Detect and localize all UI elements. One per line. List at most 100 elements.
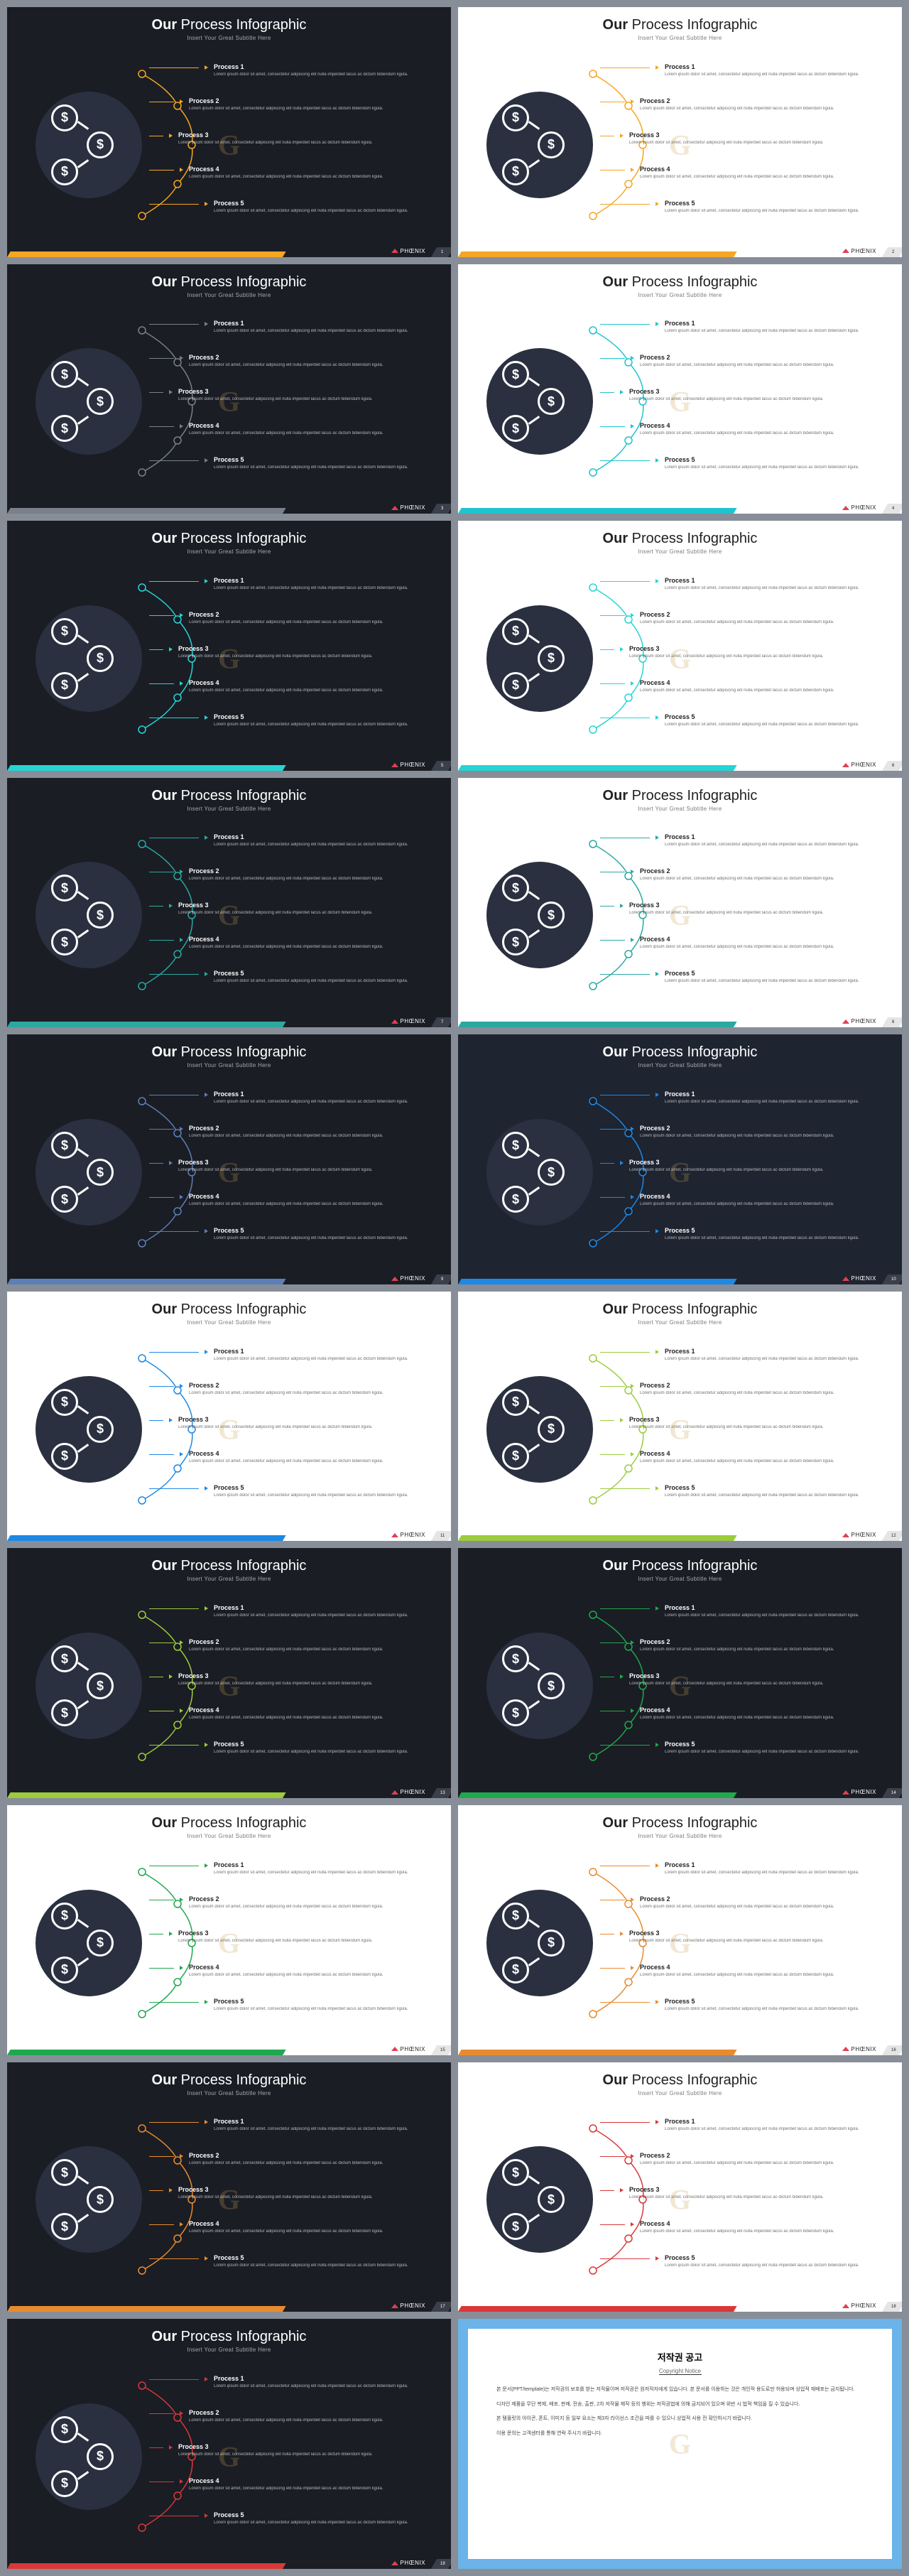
process-row: Process 5Lorem ipsum dolor sit amet, con… <box>149 713 432 727</box>
process-row: Process 1Lorem ipsum dolor sit amet, con… <box>600 63 883 77</box>
process-desc: Lorem ipsum dolor sit amet, consectetur … <box>640 2229 883 2234</box>
arrow-icon <box>631 168 634 172</box>
process-row: Process 3Lorem ipsum dolor sit amet, con… <box>149 131 432 146</box>
process-connector-line <box>600 2122 650 2123</box>
brand-icon <box>391 1790 398 1795</box>
process-title: Process 3 <box>178 388 432 395</box>
process-desc: Lorem ipsum dolor sit amet, consectetur … <box>665 1870 883 1876</box>
process-title: Process 1 <box>665 2118 883 2125</box>
process-desc: Lorem ipsum dolor sit amet, consectetur … <box>629 2195 883 2200</box>
accent-bar <box>458 1022 736 1027</box>
process-title: Process 3 <box>178 1672 432 1679</box>
process-desc: Lorem ipsum dolor sit amet, consectetur … <box>214 2520 432 2526</box>
process-desc: Lorem ipsum dolor sit amet, consectetur … <box>214 1749 432 1755</box>
process-row: Process 2Lorem ipsum dolor sit amet, con… <box>600 867 883 882</box>
notice-subtitle: Copyright Notice <box>496 2368 864 2374</box>
arc-node <box>589 1355 597 1362</box>
process-row: Process 2Lorem ipsum dolor sit amet, con… <box>600 97 883 112</box>
arrow-icon <box>180 99 183 104</box>
dollar-icon <box>502 104 529 131</box>
dollar-icon <box>51 1903 78 1930</box>
process-row: Process 2Lorem ipsum dolor sit amet, con… <box>149 354 432 368</box>
title-bold: Our <box>603 17 628 33</box>
process-row: Process 5Lorem ipsum dolor sit amet, con… <box>600 713 883 727</box>
process-desc: Lorem ipsum dolor sit amet, consectetur … <box>178 396 432 402</box>
arc-node <box>589 70 597 77</box>
process-title: Process 3 <box>629 1672 883 1679</box>
process-connector-line <box>149 2258 199 2259</box>
slide-body: Process 1Lorem ipsum dolor sit amet, con… <box>7 1848 451 2038</box>
process-row: Process 1Lorem ipsum dolor sit amet, con… <box>600 1861 883 1876</box>
arrow-icon <box>169 1161 173 1165</box>
process-desc: Lorem ipsum dolor sit amet, consectetur … <box>665 465 883 470</box>
process-desc: Lorem ipsum dolor sit amet, consectetur … <box>214 978 432 984</box>
process-row: Process 4Lorem ipsum dolor sit amet, con… <box>149 1706 432 1721</box>
process-desc: Lorem ipsum dolor sit amet, consectetur … <box>629 910 883 916</box>
process-desc: Lorem ipsum dolor sit amet, consectetur … <box>665 1235 883 1241</box>
slide-title: Our Process Infographic <box>458 531 902 547</box>
process-connector-line <box>600 1608 650 1609</box>
slide-title: Our Process Infographic <box>458 1558 902 1574</box>
arrow-icon <box>205 2377 208 2381</box>
slide-footer: PHŒNIX1 <box>7 243 451 257</box>
copyright-notice-slide: 저작권 공고Copyright Notice본 문서(PPT/template)… <box>458 2319 902 2569</box>
process-row: Process 1Lorem ipsum dolor sit amet, con… <box>149 1861 432 1876</box>
process-row: Process 3Lorem ipsum dolor sit amet, con… <box>600 1416 883 1430</box>
process-desc: Lorem ipsum dolor sit amet, consectetur … <box>640 619 883 625</box>
process-desc: Lorem ipsum dolor sit amet, consectetur … <box>665 722 883 727</box>
process-desc: Lorem ipsum dolor sit amet, consectetur … <box>178 654 432 659</box>
arrow-icon <box>655 2256 659 2261</box>
accent-bar <box>7 1535 285 1541</box>
slide-footer: PHŒNIX18 <box>458 2298 902 2312</box>
process-desc: Lorem ipsum dolor sit amet, consectetur … <box>665 1613 883 1618</box>
brand-label: PHŒNIX <box>391 1532 425 1538</box>
process-desc: Lorem ipsum dolor sit amet, consectetur … <box>629 1424 883 1430</box>
process-desc: Lorem ipsum dolor sit amet, consectetur … <box>189 2418 432 2423</box>
slide-title: Our Process Infographic <box>458 274 902 291</box>
process-connector-line <box>600 1129 625 1130</box>
process-list: Process 1Lorem ipsum dolor sit amet, con… <box>600 320 883 483</box>
process-list: Process 1Lorem ipsum dolor sit amet, con… <box>600 1348 883 1511</box>
process-row: Process 4Lorem ipsum dolor sit amet, con… <box>600 679 883 693</box>
process-desc: Lorem ipsum dolor sit amet, consectetur … <box>214 465 432 470</box>
brand-icon <box>842 2304 849 2308</box>
arc-node <box>589 983 597 990</box>
process-connector-line <box>149 1454 174 1455</box>
slide-subtitle: Insert Your Great Subtitle Here <box>7 292 451 298</box>
arrow-icon <box>655 202 659 206</box>
process-row: Process 2Lorem ipsum dolor sit amet, con… <box>149 611 432 625</box>
slide-footer: PHŒNIX10 <box>458 1270 902 1284</box>
slide-body: Process 1 Lorem ipsum dolor sit amet, con… <box>7 1591 451 1781</box>
arrow-icon <box>205 715 208 720</box>
process-title: Process 5 <box>665 456 883 463</box>
process-list: Process 1Lorem ipsum dolor sit amet, con… <box>149 63 432 227</box>
dollar-icon <box>51 158 78 185</box>
process-title: Process 2 <box>640 867 883 875</box>
brand-label: PHŒNIX <box>391 1275 425 1282</box>
process-title: Process 1 <box>214 1604 432 1611</box>
page-number: 12 <box>882 1531 902 1541</box>
process-connector-line <box>600 170 625 171</box>
process-desc: Lorem ipsum dolor sit amet, consectetur … <box>665 842 883 848</box>
accent-bar <box>7 508 285 514</box>
arrow-icon <box>631 1127 634 1131</box>
arrow-icon <box>655 835 659 840</box>
process-title: Process 5 <box>214 1998 432 2005</box>
process-row: Process 3Lorem ipsum dolor sit amet, con… <box>149 1159 432 1173</box>
arc-node <box>138 1098 146 1105</box>
brand-icon <box>391 249 398 253</box>
process-title: Process 1 <box>214 320 432 327</box>
process-title: Process 5 <box>214 1741 432 1748</box>
process-desc: Lorem ipsum dolor sit amet, consectetur … <box>640 1647 883 1652</box>
process-list: Process 1Lorem ipsum dolor sit amet, con… <box>149 2375 432 2538</box>
accent-bar <box>7 1279 285 1284</box>
process-desc: Lorem ipsum dolor sit amet, consectetur … <box>178 910 432 916</box>
arc-node <box>138 327 146 334</box>
slide: Our Process InfographicInsert Your Great… <box>7 7 451 257</box>
process-row: Process 5Lorem ipsum dolor sit amet, con… <box>149 1998 432 2012</box>
arrow-icon <box>620 390 624 394</box>
slide-title: Our Process Infographic <box>458 2072 902 2089</box>
process-title: Process 5 <box>214 456 432 463</box>
arrow-icon <box>180 938 183 942</box>
process-connector-line <box>600 2190 614 2191</box>
